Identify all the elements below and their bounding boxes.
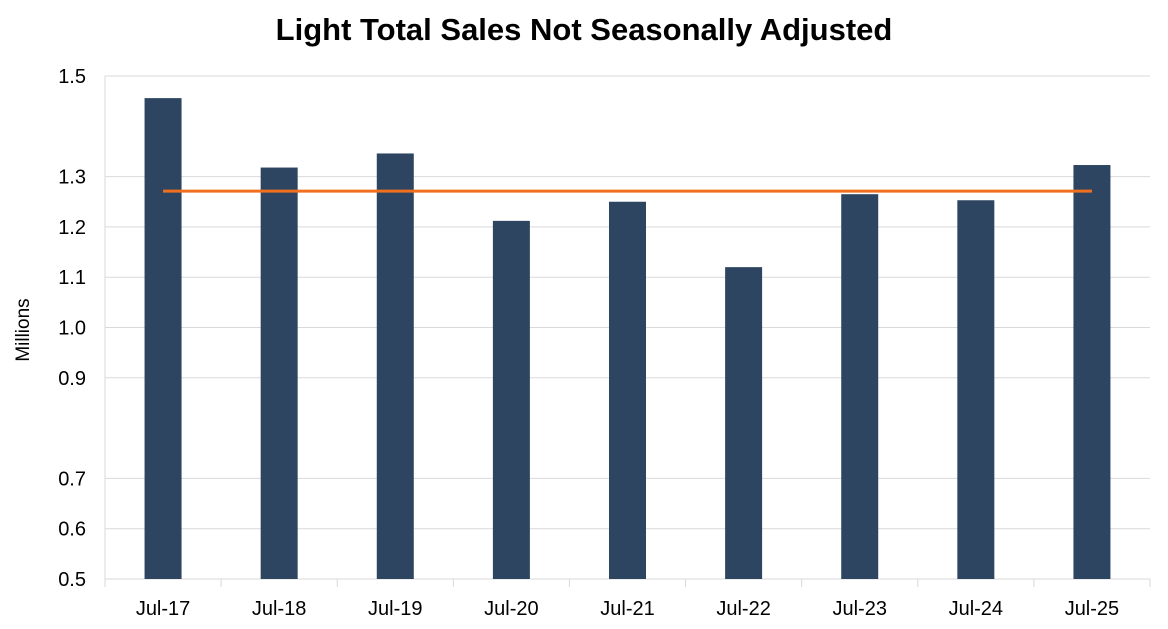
bar-jul-20 — [492, 220, 530, 579]
bar-jul-21 — [609, 201, 646, 579]
x-tick-label: Jul-19 — [368, 598, 422, 620]
x-tick-label: Jul-25 — [1065, 598, 1119, 620]
y-tick-label: 0.7 — [58, 468, 86, 490]
chart-title: Light Total Sales Not Seasonally Adjuste… — [275, 12, 893, 47]
y-tick-label: 0.6 — [58, 519, 86, 541]
bar-jul-24 — [957, 200, 995, 579]
bar-jul-22 — [725, 267, 763, 579]
bar-jul-17 — [144, 98, 182, 579]
y-tick-label: 0.5 — [58, 569, 86, 591]
y-tick-label: 0.9 — [58, 368, 86, 390]
bar-jul-23 — [841, 194, 879, 579]
y-tick-label: 1.5 — [58, 66, 86, 88]
x-tick-label: Jul-21 — [600, 598, 654, 620]
bar-jul-18 — [260, 167, 298, 579]
bar-jul-19 — [376, 153, 414, 579]
y-tick-label: 1.1 — [58, 267, 86, 289]
x-tick-label: Jul-22 — [716, 598, 770, 620]
y-tick-label: 1.3 — [58, 167, 86, 189]
x-tick-label: Jul-20 — [484, 598, 538, 620]
x-tick-label: Jul-24 — [949, 598, 1003, 620]
x-tick-label: Jul-18 — [252, 598, 306, 620]
bar-jul-25 — [1073, 165, 1111, 579]
y-tick-label: 1.0 — [58, 318, 86, 340]
x-tick-label: Jul-17 — [136, 598, 190, 620]
x-tick-label: Jul-23 — [832, 598, 886, 620]
y-tick-label: 1.2 — [58, 217, 86, 239]
